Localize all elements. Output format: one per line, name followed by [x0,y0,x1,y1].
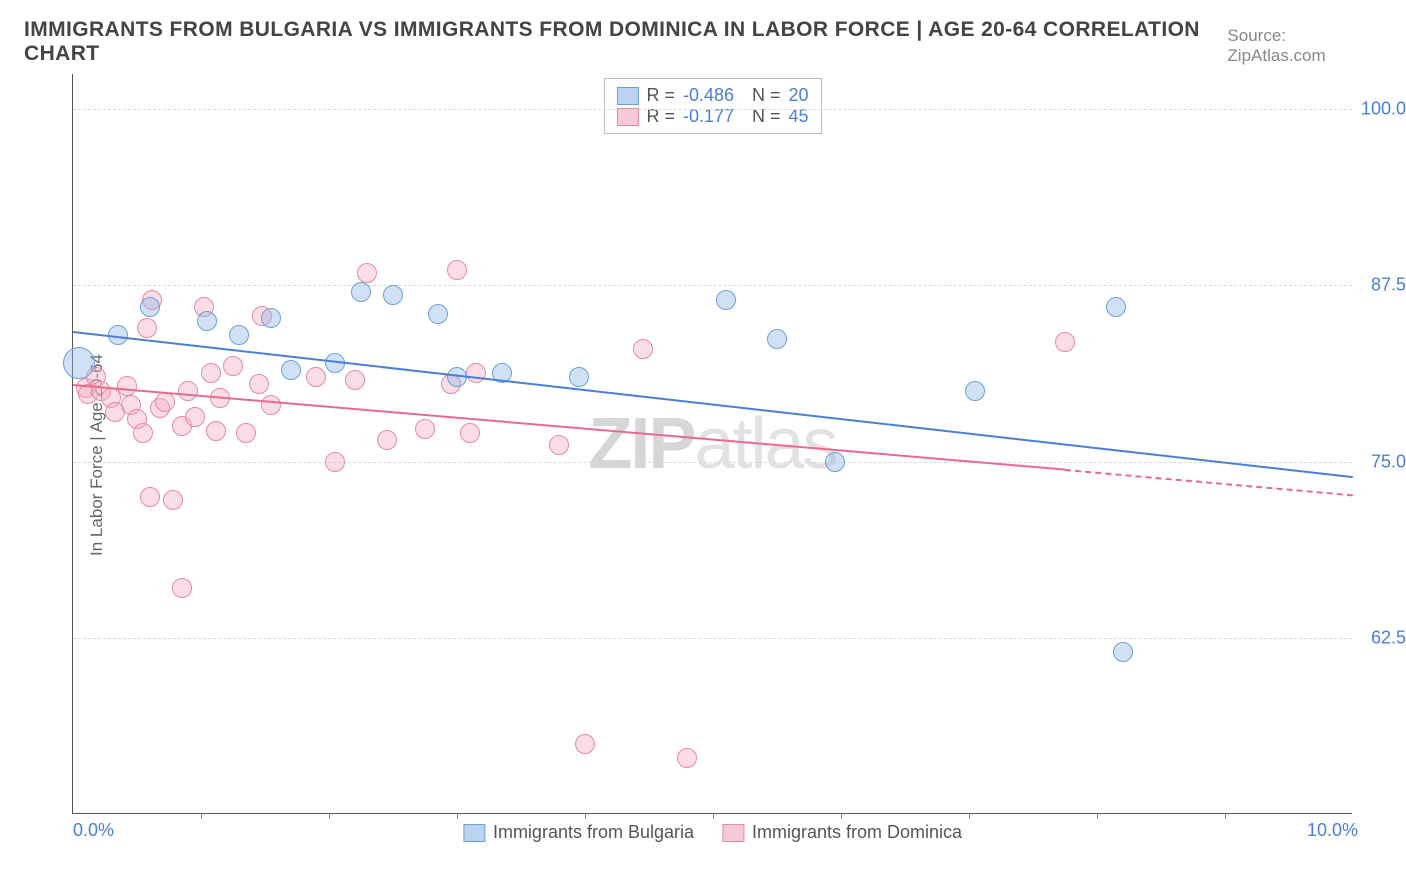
data-point [677,748,697,768]
plot-area: ZIPatlas R =-0.486N =20R =-0.177N =45 Im… [72,74,1352,814]
legend-r-value: -0.486 [683,85,734,106]
gridline-h [73,638,1352,639]
chart-wrap: In Labor Force | Age 20-64 ZIPatlas R =-… [24,74,1382,836]
data-point [965,381,985,401]
legend-n-value: 20 [789,85,809,106]
data-point [133,423,153,443]
legend-swatch [616,87,638,105]
data-point [415,419,435,439]
data-point [155,392,175,412]
data-point [1055,332,1075,352]
data-point [201,363,221,383]
data-point [185,407,205,427]
legend-swatch [463,824,485,842]
data-point [549,435,569,455]
source-label: Source: ZipAtlas.com [1227,26,1382,66]
data-point [306,367,326,387]
data-point [140,297,160,317]
data-point [261,395,281,415]
x-tick [969,813,970,819]
data-point [140,487,160,507]
legend-n-label: N = [752,85,781,106]
legend-series: Immigrants from Bulgaria Immigrants from … [463,822,962,843]
x-tick [585,813,586,819]
header: IMMIGRANTS FROM BULGARIA VS IMMIGRANTS F… [0,0,1406,74]
gridline-h [73,109,1352,110]
data-point [716,290,736,310]
legend-label: Immigrants from Bulgaria [493,822,694,843]
data-point [351,282,371,302]
data-point [460,423,480,443]
data-point [428,304,448,324]
x-tick [201,813,202,819]
y-tick-label: 75.0% [1371,451,1406,472]
x-tick [713,813,714,819]
x-tick [841,813,842,819]
data-point [261,308,281,328]
x-tick-label: 0.0% [73,820,114,841]
data-point [569,367,589,387]
legend-r-label: R = [646,85,675,106]
y-tick-label: 100.0% [1361,99,1406,120]
data-point [825,452,845,472]
data-point [1113,642,1133,662]
data-point [466,363,486,383]
x-tick [1097,813,1098,819]
data-point [767,329,787,349]
y-tick-label: 87.5% [1371,275,1406,296]
data-point [178,381,198,401]
legend-item: Immigrants from Dominica [722,822,962,843]
data-point [383,285,403,305]
data-point [172,578,192,598]
data-point [325,452,345,472]
data-point [447,260,467,280]
data-point [281,360,301,380]
chart-title: IMMIGRANTS FROM BULGARIA VS IMMIGRANTS F… [24,18,1227,66]
data-point [357,263,377,283]
x-tick [1225,813,1226,819]
data-point [229,325,249,345]
data-point [575,734,595,754]
data-point [206,421,226,441]
gridline-h [73,285,1352,286]
legend-label: Immigrants from Dominica [752,822,962,843]
legend-swatch [722,824,744,842]
x-tick [329,813,330,819]
data-point [137,318,157,338]
data-point [1106,297,1126,317]
x-tick-label: 10.0% [1307,820,1358,841]
data-point [236,423,256,443]
legend-correlation: R =-0.486N =20R =-0.177N =45 [603,78,821,134]
legend-item: Immigrants from Bulgaria [463,822,694,843]
gridline-h [73,462,1352,463]
y-tick-label: 62.5% [1371,627,1406,648]
data-point [249,374,269,394]
data-point [63,347,95,379]
chart-container: IMMIGRANTS FROM BULGARIA VS IMMIGRANTS F… [0,0,1406,892]
data-point [197,311,217,331]
data-point [633,339,653,359]
data-point [117,376,137,396]
legend-row: R = -0.486 N = 20 [616,85,808,106]
data-point [345,370,365,390]
data-point [163,490,183,510]
x-tick [457,813,458,819]
data-point [223,356,243,376]
data-point [377,430,397,450]
